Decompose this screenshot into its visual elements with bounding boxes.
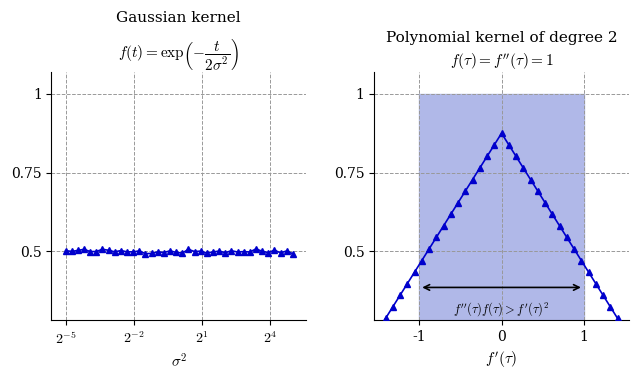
X-axis label: $\sigma^2$: $\sigma^2$	[170, 352, 187, 370]
Title: Polynomial kernel of degree 2
$f(\tau) = f''(\tau) = 1$: Polynomial kernel of degree 2 $f(\tau) =…	[386, 31, 618, 72]
X-axis label: $f'(\tau)$: $f'(\tau)$	[485, 350, 518, 370]
Title: Gaussian kernel
$f(t) = \exp\!\left(-\dfrac{t}{2\sigma^2}\right)$: Gaussian kernel $f(t) = \exp\!\left(-\df…	[116, 11, 241, 72]
Text: $f''(\tau)f(\tau) > f'(\tau)^2$: $f''(\tau)f(\tau) > f'(\tau)^2$	[454, 300, 550, 318]
